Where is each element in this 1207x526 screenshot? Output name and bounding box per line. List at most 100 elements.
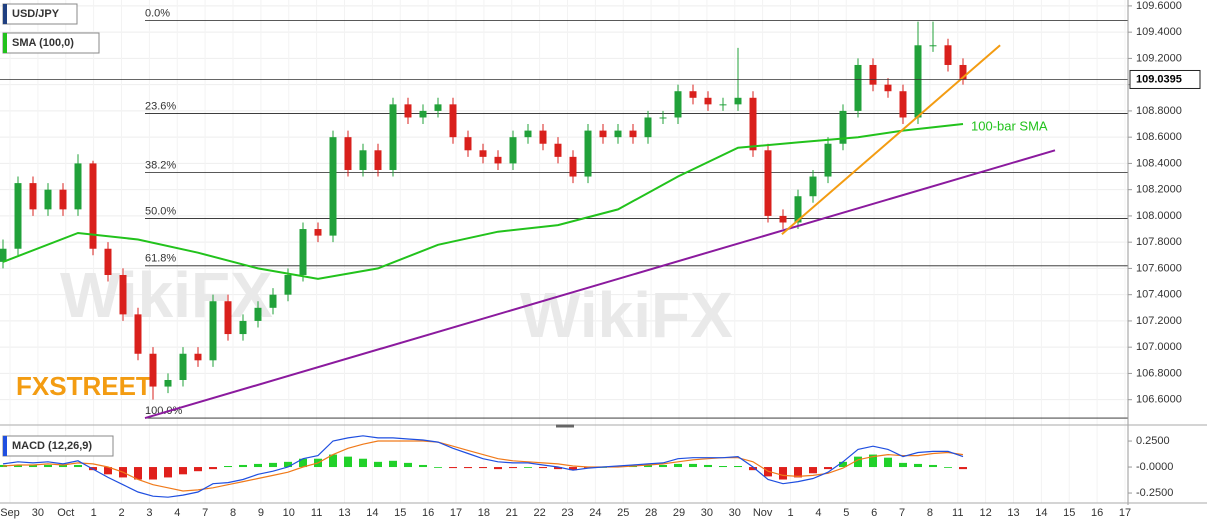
candle-body bbox=[359, 150, 367, 170]
candle-body bbox=[749, 97, 757, 151]
candle-body bbox=[0, 248, 7, 262]
macd-histogram-bar bbox=[374, 461, 382, 468]
watermark: WikiFX bbox=[60, 259, 273, 331]
macd-histogram-bar bbox=[464, 467, 472, 469]
macd-histogram-bar bbox=[344, 456, 352, 468]
x-tick-label: 25 bbox=[617, 507, 629, 519]
candle-body bbox=[404, 104, 412, 118]
candle-body bbox=[629, 130, 637, 138]
macd-histogram-bar bbox=[14, 464, 22, 468]
macd-histogram-bar bbox=[734, 466, 742, 468]
x-tick-label: Nov bbox=[753, 507, 773, 519]
fib-label: 23.6% bbox=[145, 100, 176, 112]
candle-body bbox=[89, 163, 97, 249]
candle-body bbox=[464, 137, 472, 151]
candle-body bbox=[794, 196, 802, 223]
candle-body bbox=[59, 189, 67, 210]
x-tick-label: 1 bbox=[787, 507, 793, 519]
x-tick-label: 29 bbox=[673, 507, 685, 519]
x-tick-label: 7 bbox=[899, 507, 905, 519]
candle-body bbox=[809, 176, 817, 197]
candle-body bbox=[254, 307, 262, 321]
symbol: USD/JPY bbox=[12, 8, 60, 20]
macd-histogram-bar bbox=[59, 464, 67, 468]
candle-body bbox=[74, 163, 82, 210]
macd-histogram-bar bbox=[479, 467, 487, 469]
candle-body bbox=[344, 137, 352, 170]
last-price-label: 109.0395 bbox=[1136, 73, 1182, 85]
y-tick-label: 109.2000 bbox=[1136, 52, 1182, 64]
watermark: WikiFX bbox=[520, 279, 733, 351]
macd-histogram-bar bbox=[539, 467, 547, 469]
x-tick-label: 14 bbox=[1035, 507, 1047, 519]
macd-histogram-bar bbox=[449, 467, 457, 469]
candle-body bbox=[224, 301, 232, 335]
macd-histogram-bar bbox=[569, 467, 577, 471]
candle-body bbox=[689, 91, 697, 98]
fib-label: 50.0% bbox=[145, 205, 176, 217]
macd-histogram-bar bbox=[494, 467, 502, 470]
x-tick-label: 13 bbox=[1007, 507, 1019, 519]
signal-line bbox=[2, 440, 964, 492]
candle-body bbox=[179, 353, 187, 380]
candle-body bbox=[239, 320, 247, 335]
candle-body bbox=[419, 110, 427, 118]
macd-histogram-bar bbox=[824, 467, 832, 470]
x-tick-label: 15 bbox=[1063, 507, 1075, 519]
x-tick-label: 21 bbox=[506, 507, 518, 519]
macd-histogram-bar bbox=[704, 464, 712, 468]
macd-histogram-bar bbox=[44, 464, 52, 468]
candle-body bbox=[659, 117, 667, 119]
macd-histogram-bar bbox=[134, 467, 142, 480]
candle-body bbox=[584, 130, 592, 177]
candle-body bbox=[269, 294, 277, 308]
candle-body bbox=[389, 104, 397, 170]
candle-body bbox=[644, 117, 652, 138]
indicator-marker bbox=[3, 33, 7, 53]
macd-histogram-bar bbox=[524, 467, 532, 468]
macd-histogram-bar bbox=[434, 467, 442, 468]
x-tick-label: 4 bbox=[174, 507, 180, 519]
candle-body bbox=[194, 353, 202, 361]
y-tick-label: 107.0000 bbox=[1136, 341, 1182, 353]
candle-body bbox=[479, 150, 487, 157]
candle-body bbox=[119, 274, 127, 315]
x-tick-label: 17 bbox=[450, 507, 462, 519]
x-tick-label: 5 bbox=[843, 507, 849, 519]
last-price-box bbox=[1129, 69, 1201, 89]
y-tick-label: 107.6000 bbox=[1136, 262, 1182, 274]
macd-histogram-bar bbox=[329, 454, 337, 468]
candle-body bbox=[314, 229, 322, 236]
macd-tick-label: 0.2500 bbox=[1136, 435, 1170, 447]
y-tick-label: 108.4000 bbox=[1136, 157, 1182, 169]
candle-body bbox=[734, 97, 742, 105]
macd-histogram-bar bbox=[659, 464, 667, 468]
macd-histogram-bar bbox=[944, 467, 952, 468]
fib-label: 38.2% bbox=[145, 160, 176, 172]
candle-body bbox=[494, 156, 502, 164]
macd-histogram-bar bbox=[104, 467, 112, 475]
candle-body bbox=[884, 84, 892, 92]
y-tick-label: 106.6000 bbox=[1136, 394, 1182, 406]
x-tick-label: Oct bbox=[57, 507, 74, 519]
macd-histogram-bar bbox=[239, 464, 247, 468]
candle-body bbox=[839, 110, 847, 144]
x-tick-label: 9 bbox=[258, 507, 264, 519]
y-tick-label: 109.6000 bbox=[1136, 0, 1182, 12]
x-tick-label: 13 bbox=[338, 507, 350, 519]
macd-histogram-bar bbox=[164, 467, 172, 478]
macd-histogram-bar bbox=[389, 460, 397, 468]
candle-body bbox=[899, 91, 907, 118]
macd-histogram-bar bbox=[209, 467, 217, 470]
x-tick-label: 11 bbox=[952, 507, 963, 519]
candle-body bbox=[674, 91, 682, 118]
x-tick-label: 16 bbox=[1091, 507, 1103, 519]
candle-body bbox=[44, 189, 52, 210]
candle-body bbox=[14, 183, 22, 249]
x-tick-label: 11 bbox=[311, 507, 322, 519]
candle-body bbox=[449, 104, 457, 138]
y-tick-label: 108.8000 bbox=[1136, 105, 1182, 117]
macd-tick-label: -0.2500 bbox=[1136, 487, 1173, 499]
macd-histogram-bar bbox=[914, 463, 922, 468]
